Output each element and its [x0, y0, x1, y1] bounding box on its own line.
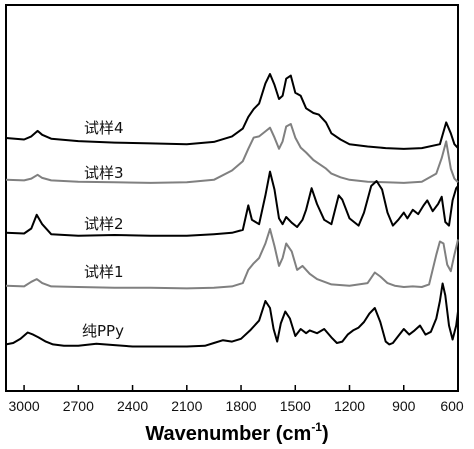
- x-tick-label: 1500: [280, 398, 311, 414]
- x-tick-label: 600: [440, 398, 464, 414]
- spectra-curves: [5, 73, 459, 348]
- spectrum-line-5: [5, 282, 459, 348]
- spectrum-line-2: [5, 123, 459, 184]
- x-tick-label: 2700: [63, 398, 94, 414]
- spectrum-label-3: 试样2: [84, 215, 124, 233]
- spectrum-label-2: 试样3: [84, 164, 124, 182]
- x-tick-label: 1200: [334, 398, 365, 414]
- curve-labels: 试样4 试样3 试样2 试样1 纯PPy: [82, 119, 124, 340]
- x-tick-label: 1800: [225, 398, 256, 414]
- spectrum-label-1: 试样4: [84, 119, 124, 137]
- x-tick-label: 2400: [117, 398, 148, 414]
- spectrum-line-1: [5, 73, 459, 150]
- x-tick-label: 2100: [171, 398, 202, 414]
- x-axis-ticks: 3000 2700 2400 2100 1800 1500 1200 900 600: [9, 385, 464, 414]
- x-tick-label: 900: [392, 398, 416, 414]
- x-axis-label: Wavenumber (cm-1): [145, 420, 328, 445]
- plot-frame: [5, 4, 459, 392]
- spectrum-line-4: [5, 228, 459, 290]
- spectrum-line-3: [5, 170, 459, 237]
- spectrum-label-5: 纯PPy: [82, 322, 124, 340]
- spectrum-label-4: 试样1: [84, 263, 124, 281]
- x-tick-label: 3000: [9, 398, 40, 414]
